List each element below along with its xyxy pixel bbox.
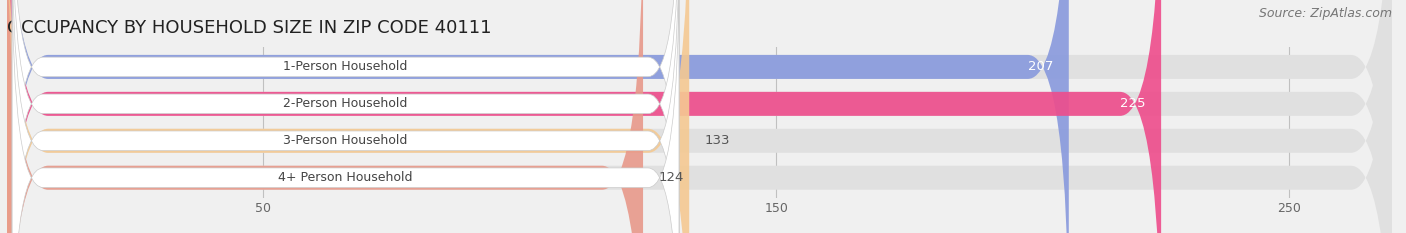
FancyBboxPatch shape <box>13 0 679 233</box>
FancyBboxPatch shape <box>7 0 689 233</box>
Text: 225: 225 <box>1121 97 1146 110</box>
Text: 1-Person Household: 1-Person Household <box>284 60 408 73</box>
Text: 124: 124 <box>658 171 683 184</box>
FancyBboxPatch shape <box>7 0 1392 233</box>
Text: 3-Person Household: 3-Person Household <box>284 134 408 147</box>
Text: 4+ Person Household: 4+ Person Household <box>278 171 413 184</box>
FancyBboxPatch shape <box>13 0 679 233</box>
Text: OCCUPANCY BY HOUSEHOLD SIZE IN ZIP CODE 40111: OCCUPANCY BY HOUSEHOLD SIZE IN ZIP CODE … <box>7 19 492 37</box>
FancyBboxPatch shape <box>7 0 1392 233</box>
FancyBboxPatch shape <box>7 0 643 233</box>
FancyBboxPatch shape <box>7 0 1069 233</box>
Text: 133: 133 <box>704 134 730 147</box>
FancyBboxPatch shape <box>13 0 679 233</box>
Text: Source: ZipAtlas.com: Source: ZipAtlas.com <box>1258 7 1392 20</box>
Text: 2-Person Household: 2-Person Household <box>284 97 408 110</box>
FancyBboxPatch shape <box>13 0 679 233</box>
Text: 207: 207 <box>1028 60 1053 73</box>
FancyBboxPatch shape <box>7 0 1392 233</box>
FancyBboxPatch shape <box>7 0 1392 233</box>
FancyBboxPatch shape <box>7 0 1161 233</box>
